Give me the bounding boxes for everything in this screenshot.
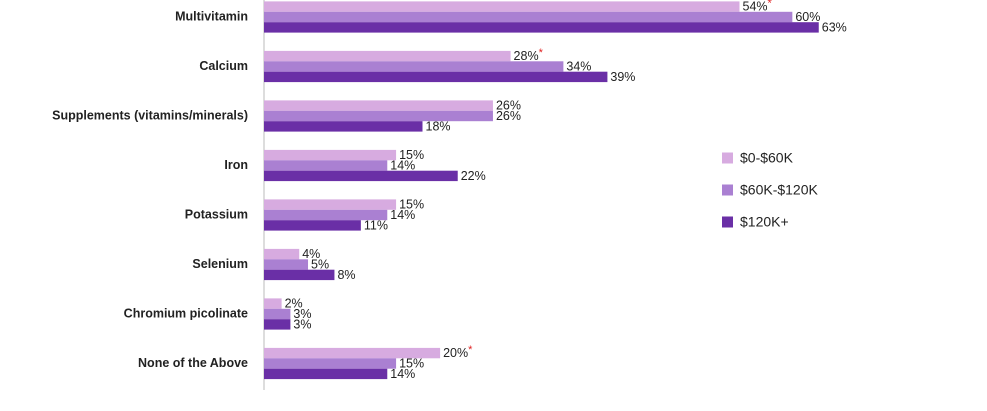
value-label-text: 14% bbox=[390, 208, 415, 222]
value-label-text: 26% bbox=[496, 109, 521, 123]
value-label: 4% bbox=[302, 247, 320, 261]
bar bbox=[264, 71, 608, 83]
value-label-text: 26% bbox=[496, 99, 521, 113]
bar bbox=[264, 269, 335, 281]
value-label: 14% bbox=[390, 208, 415, 222]
value-label-text: 14% bbox=[390, 159, 415, 173]
bar bbox=[264, 160, 388, 171]
bar bbox=[264, 358, 397, 369]
value-label-text: 8% bbox=[337, 268, 355, 282]
value-label: 11% bbox=[364, 219, 388, 233]
value-label-text: 15% bbox=[399, 357, 424, 371]
bar bbox=[264, 22, 819, 33]
value-label: 22% bbox=[461, 169, 486, 183]
value-label: 39% bbox=[610, 70, 635, 84]
bar bbox=[264, 308, 291, 320]
bar bbox=[264, 121, 423, 132]
bar bbox=[264, 149, 397, 161]
legend-swatch bbox=[722, 216, 733, 228]
value-label-text: 18% bbox=[426, 120, 451, 134]
category-label: Iron bbox=[224, 158, 248, 172]
value-label: 15% bbox=[399, 198, 424, 212]
legend-swatch bbox=[722, 184, 733, 196]
significance-flag: * bbox=[468, 344, 473, 356]
value-label: 15% bbox=[399, 357, 424, 371]
value-label: 60% bbox=[795, 10, 820, 24]
category-label: Potassium bbox=[185, 207, 248, 221]
legend-label: $0-$60K bbox=[740, 150, 794, 166]
value-label-text: 14% bbox=[390, 367, 415, 381]
value-label: 5% bbox=[311, 258, 329, 272]
significance-flag: * bbox=[768, 0, 773, 10]
bar bbox=[264, 11, 793, 23]
value-label-text: 5% bbox=[311, 258, 329, 272]
value-label-text: 11% bbox=[364, 219, 388, 233]
category-label: None of the Above bbox=[138, 356, 248, 370]
value-label: 28%* bbox=[514, 47, 544, 63]
value-label: 34% bbox=[566, 60, 591, 74]
bar bbox=[264, 209, 388, 221]
value-label-text: 60% bbox=[795, 10, 820, 24]
value-label: 20%* bbox=[443, 344, 473, 360]
value-label-text: 28% bbox=[514, 49, 539, 63]
bar bbox=[264, 368, 388, 380]
bar bbox=[264, 110, 493, 122]
value-label-text: 20% bbox=[443, 346, 468, 360]
value-label: 63% bbox=[822, 21, 847, 35]
value-label-text: 2% bbox=[285, 297, 303, 311]
value-label-text: 63% bbox=[822, 21, 847, 35]
bar bbox=[264, 1, 740, 12]
value-label: 8% bbox=[337, 268, 355, 282]
category-label: Multivitamin bbox=[175, 9, 248, 23]
value-label: 3% bbox=[293, 307, 311, 321]
value-label: 54%* bbox=[743, 0, 773, 14]
value-label: 3% bbox=[293, 318, 311, 332]
bar bbox=[264, 319, 291, 330]
significance-flag: * bbox=[539, 47, 544, 59]
bar bbox=[264, 248, 300, 260]
value-label: 18% bbox=[426, 120, 451, 134]
value-label-text: 54% bbox=[743, 0, 768, 14]
value-label-text: 39% bbox=[610, 70, 635, 84]
category-label: Selenium bbox=[192, 257, 248, 271]
bar bbox=[264, 199, 397, 210]
value-label: 2% bbox=[285, 297, 303, 311]
category-label: Supplements (vitamins/minerals) bbox=[52, 108, 248, 122]
value-label: 15% bbox=[399, 148, 424, 162]
value-label-text: 3% bbox=[293, 307, 311, 321]
value-label-text: 4% bbox=[302, 247, 320, 261]
value-label-text: 34% bbox=[566, 60, 591, 74]
value-label: 14% bbox=[390, 367, 415, 381]
category-label: Calcium bbox=[199, 59, 248, 73]
category-label: Chromium picolinate bbox=[124, 306, 248, 320]
value-label: 26% bbox=[496, 99, 521, 113]
value-label-text: 22% bbox=[461, 169, 486, 183]
bar bbox=[264, 100, 493, 111]
legend-label: $120K+ bbox=[740, 214, 789, 230]
bar bbox=[264, 259, 309, 270]
bar bbox=[264, 50, 511, 62]
value-label: 26% bbox=[496, 109, 521, 123]
value-label-text: 15% bbox=[399, 198, 424, 212]
legend-swatch bbox=[722, 152, 733, 164]
value-label: 14% bbox=[390, 159, 415, 173]
value-label-text: 3% bbox=[293, 318, 311, 332]
bar bbox=[264, 298, 282, 309]
legend-label: $60K-$120K bbox=[740, 182, 819, 198]
value-label-text: 15% bbox=[399, 148, 424, 162]
bar bbox=[264, 347, 441, 359]
bar bbox=[264, 220, 361, 231]
bar bbox=[264, 170, 458, 182]
bar bbox=[264, 61, 564, 72]
